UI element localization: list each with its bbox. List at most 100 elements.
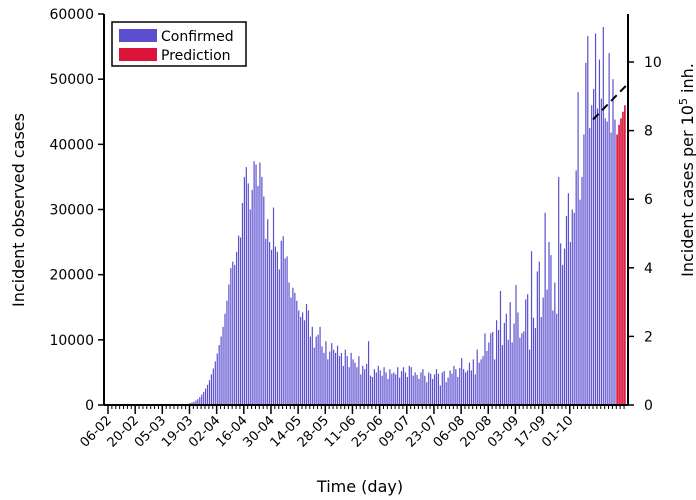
bar-confirmed (410, 367, 412, 405)
bar-confirmed (389, 369, 391, 405)
bar-confirmed (278, 269, 280, 405)
bar-confirmed (560, 243, 562, 405)
bar-confirmed (497, 330, 500, 405)
bar-confirmed (587, 36, 589, 405)
bar-confirmed (228, 284, 230, 405)
bar-confirmed (346, 356, 348, 406)
bar-confirmed (608, 53, 610, 405)
bar-confirmed (360, 374, 362, 405)
bar-confirmed (325, 341, 327, 405)
bar-confirmed (267, 219, 269, 405)
bar-confirmed (210, 374, 213, 405)
bar-confirmed (527, 294, 529, 405)
bar-confirmed (191, 402, 193, 405)
y2-axis-label-sup: 5 (677, 98, 690, 105)
bar-confirmed (294, 292, 296, 405)
bar-confirmed (499, 290, 502, 405)
y-tick-label: 0 (85, 398, 94, 414)
bar-confirmed (464, 372, 467, 405)
bar-confirmed (385, 372, 387, 405)
bar-confirmed (404, 372, 407, 405)
bar-confirmed (505, 313, 507, 405)
bar-confirmed (261, 176, 263, 405)
bar-confirmed (269, 242, 271, 405)
bar-confirmed (224, 313, 226, 405)
legend-swatch-prediction (119, 48, 157, 61)
bar-confirmed (453, 365, 455, 405)
bar-confirmed (336, 345, 339, 405)
bar-confirmed (461, 358, 463, 405)
bar-confirmed (321, 346, 323, 405)
bar-confirmed (463, 369, 465, 405)
bar-confirmed (515, 285, 517, 405)
bar-prediction (620, 118, 622, 406)
bar-confirmed (222, 326, 224, 405)
bar-confirmed (334, 352, 337, 405)
bar-confirmed (383, 367, 385, 405)
bar-confirmed (546, 289, 548, 405)
bar-confirmed (478, 362, 480, 405)
bar-confirmed (565, 216, 568, 405)
bar-confirmed (259, 162, 261, 405)
bar-confirmed (245, 167, 247, 405)
y-tick-label: 10000 (49, 333, 94, 349)
bar-confirmed (331, 343, 333, 405)
bar-confirmed (302, 312, 304, 405)
bar-confirmed (373, 369, 375, 405)
bar-confirmed (480, 359, 482, 405)
bar-confirmed (550, 255, 552, 405)
bar-confirmed (366, 363, 368, 405)
bar-confirmed (199, 397, 201, 405)
bar-confirmed (455, 369, 457, 405)
y2-tick-label: 6 (644, 192, 653, 208)
bar-confirmed (447, 377, 449, 405)
bar-confirmed (496, 320, 498, 405)
bar-confirmed (583, 134, 585, 405)
bar-confirmed (393, 372, 395, 405)
bar-confirmed (571, 209, 573, 405)
bar-prediction (624, 105, 626, 405)
bar-confirmed (367, 341, 370, 405)
bar-confirmed (377, 365, 379, 405)
bar-confirmed (379, 370, 381, 405)
y-axis-label: Incident observed cases (9, 113, 28, 307)
bar-confirmed (303, 320, 306, 405)
x-ticks: 06-0220-0205-0319-0302-0416-0430-0414-05… (78, 405, 625, 451)
bar-confirmed (282, 236, 284, 405)
bar-confirmed (214, 361, 216, 405)
bar-confirmed (206, 384, 209, 405)
bar-confirmed (494, 359, 496, 405)
x-tick-label: 01-10 (539, 413, 576, 450)
bar-confirmed (290, 297, 292, 405)
bar-confirmed (195, 400, 197, 405)
bar-confirmed (519, 337, 521, 405)
bar-confirmed (585, 62, 587, 406)
y2-axis-label-tail: inh. (678, 63, 696, 98)
y-ticks-right: 0 2 4 6 8 10 (628, 55, 662, 414)
bar-confirmed (296, 300, 298, 405)
bar-confirmed (239, 237, 242, 405)
bar-confirmed (237, 235, 240, 405)
bar-confirmed (340, 352, 343, 405)
bar-confirmed (362, 365, 364, 405)
bar-prediction (616, 134, 618, 405)
bar-confirmed (203, 391, 205, 405)
bar-confirmed (476, 349, 478, 405)
bar-confirmed (286, 256, 288, 405)
bar-confirmed (561, 264, 564, 405)
bar-confirmed (530, 251, 533, 405)
bar-confirmed (433, 374, 436, 405)
bar-confirmed (600, 98, 602, 405)
bar-confirmed (272, 207, 275, 405)
bar-confirmed (591, 105, 593, 405)
bar-confirmed (598, 59, 601, 406)
bar-confirmed (488, 342, 490, 405)
bar-confirmed (298, 310, 300, 405)
bar-confirmed (391, 373, 393, 405)
bar-group (185, 27, 616, 406)
bar-confirmed (437, 373, 440, 405)
bar-confirmed (474, 374, 476, 405)
trend-line (592, 84, 627, 121)
legend-label-prediction: Prediction (161, 48, 231, 64)
